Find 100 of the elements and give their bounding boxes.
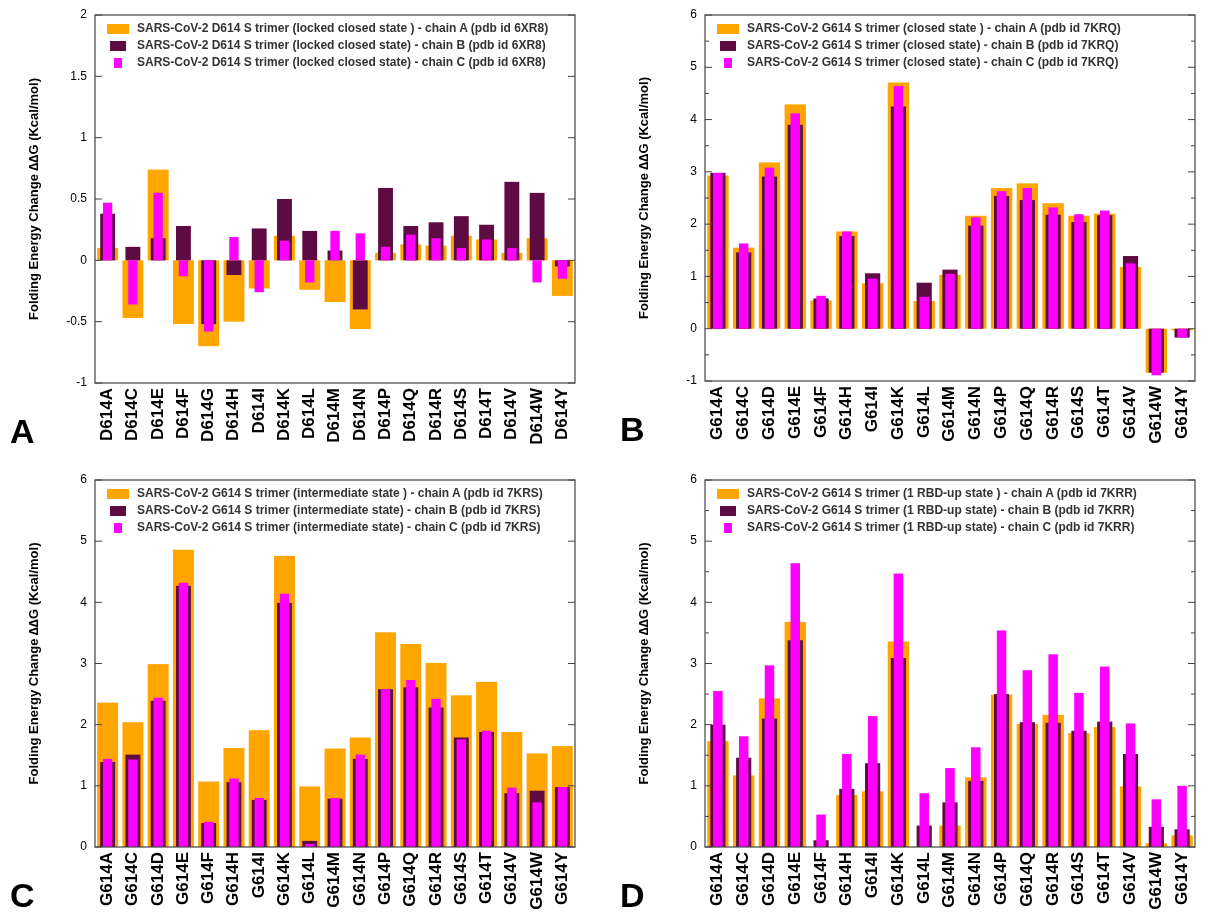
x-tick-label: D614P: [375, 388, 395, 440]
y-axis-title: Folding Energy Change ∆∆G (Kcal/mol): [26, 78, 42, 320]
x-tick-label: G614E: [784, 852, 804, 905]
x-tick-label: G614W: [1145, 851, 1165, 910]
y-tick-label: 6: [690, 7, 698, 22]
x-tick-label: G614K: [887, 385, 907, 440]
x-tick-label: G614H: [836, 852, 856, 906]
x-tick-label: G614A: [97, 852, 117, 906]
x-tick-label: G614S: [450, 852, 470, 905]
x-tick-label: D614L: [299, 388, 319, 440]
y-tick-label: -1: [76, 375, 88, 390]
y-tick-label: 5: [80, 533, 88, 548]
x-tick-label: G614Q: [400, 852, 420, 907]
x-tick-label: D614M: [324, 388, 344, 443]
x-tick-label: G614K: [887, 851, 907, 906]
x-tick-label: D614K: [273, 387, 293, 441]
x-tick-label: D614R: [425, 388, 445, 441]
x-tick-label: G614N: [965, 386, 985, 440]
x-tick-label: G614C: [122, 852, 142, 906]
x-tick-label: D614W: [526, 387, 546, 445]
x-tick-label: G614M: [324, 852, 344, 908]
y-tick-label: 4: [690, 111, 698, 126]
legend-label: SARS-CoV-2 G614 S trimer (intermediate state) - chain B (pdb id 7KRS): [137, 503, 541, 518]
x-tick-label: G614R: [1042, 852, 1062, 906]
y-tick-label: 5: [690, 533, 698, 548]
legend-label: SARS-CoV-2 G614 S trimer (intermediate state ) - chain A (pdb id 7KRS): [137, 486, 543, 501]
y-tick-label: 3: [80, 655, 88, 670]
x-tick-label: D614N: [349, 388, 369, 441]
y-tick-label: 6: [690, 472, 698, 487]
x-tick-label: G614V: [501, 851, 521, 905]
legend-label: SARS-CoV-2 G614 S trimer (closed state) - chain C (pdb id 7KRQ): [747, 55, 1119, 70]
y-tick-label: 1.5: [70, 68, 88, 83]
y-tick-label: 2: [690, 716, 698, 731]
x-tick-label: D614Q: [400, 388, 420, 442]
x-tick-label: G614P: [991, 386, 1011, 439]
legend-label: SARS-CoV-2 G614 S trimer (closed state ) - chain A (pdb id 7KRQ): [747, 21, 1121, 36]
x-tick-label: D614E: [147, 388, 167, 440]
x-tick-label: G614D: [147, 852, 167, 906]
x-tick-label: G614T: [1094, 385, 1114, 438]
text: D: [620, 876, 645, 914]
y-tick-label: 1: [690, 268, 698, 283]
x-tick-label: G614F: [810, 852, 830, 904]
x-tick-label: G614S: [1068, 386, 1088, 439]
x-tick-label: G614Y: [1171, 851, 1191, 905]
x-tick-label: G614L: [913, 852, 933, 904]
x-tick-label: G614A: [707, 386, 727, 440]
x-tick-label: G614C: [733, 386, 753, 440]
x-tick-label: G614H: [223, 852, 243, 906]
x-tick-label: G614T: [1094, 851, 1114, 904]
x-tick-label: G614E: [784, 386, 804, 439]
legend-label: SARS-CoV-2 D614 S trimer (locked closed state) - chain B (pdb id 6XR8): [137, 38, 546, 53]
y-tick-label: 5: [690, 59, 698, 74]
y-tick-label: -0.5: [66, 313, 88, 328]
x-tick-label: D614V: [501, 387, 521, 440]
legend-label: SARS-CoV-2 D614 S trimer (locked closed state) - chain C (pdb id 6XR8): [137, 55, 546, 70]
x-tick-label: G614I: [862, 386, 882, 433]
text: B: [620, 410, 645, 448]
legend-label: SARS-CoV-2 G614 S trimer (1 RBD-up state ) - chain A (pdb id 7KRR): [747, 486, 1137, 501]
text: C: [10, 876, 35, 914]
y-tick-label: 0: [690, 320, 698, 335]
x-tick-label: G614N: [349, 852, 369, 906]
x-tick-label: G614R: [1042, 386, 1062, 440]
x-tick-label: G614W: [1145, 385, 1165, 444]
y-axis-title: Folding Energy Change ∆∆G (Kcal/mol): [26, 542, 42, 785]
x-tick-label: G614D: [758, 852, 778, 906]
x-tick-label: D614F: [172, 388, 192, 440]
x-tick-label: G614V: [1120, 851, 1140, 905]
x-tick-label: G614A: [707, 852, 727, 906]
legend-label: SARS-CoV-2 G614 S trimer (intermediate state) - chain C (pdb id 7KRS): [137, 520, 541, 535]
y-tick-label: 4: [80, 594, 88, 609]
x-tick-label: D614C: [122, 388, 142, 441]
x-tick-label: G614P: [375, 852, 395, 905]
y-tick-label: 1: [80, 778, 88, 793]
x-tick-label: G614Y: [1171, 385, 1191, 439]
x-tick-label: D614Y: [551, 387, 571, 440]
x-tick-label: G614I: [248, 852, 268, 899]
x-tick-label: G614F: [810, 386, 830, 438]
x-tick-label: D614A: [97, 388, 117, 441]
x-tick-label: G614S: [1068, 852, 1088, 905]
x-tick-label: G614M: [939, 852, 959, 908]
x-tick-label: G614C: [733, 852, 753, 906]
y-tick-label: 0: [80, 839, 88, 854]
y-tick-label: 2: [690, 216, 698, 231]
y-tick-label: 3: [690, 655, 698, 670]
y-tick-label: 0: [80, 252, 88, 267]
x-tick-label: G614M: [939, 386, 959, 442]
x-tick-label: G614K: [273, 851, 293, 906]
x-tick-label: G614H: [836, 386, 856, 440]
x-tick-label: G614F: [198, 852, 218, 904]
y-tick-label: 0: [690, 839, 698, 854]
x-tick-label: G614P: [991, 852, 1011, 905]
y-tick-label: 1: [690, 778, 698, 793]
y-tick-label: 1: [80, 129, 88, 144]
legend-label: SARS-CoV-2 G614 S trimer (closed state) - chain B (pdb id 7KRQ): [747, 38, 1119, 53]
x-tick-label: G614D: [758, 386, 778, 440]
x-tick-label: G614I: [862, 852, 882, 899]
x-tick-label: G614Q: [1016, 852, 1036, 907]
y-tick-label: 2: [80, 7, 88, 22]
legend-label: SARS-CoV-2 D614 S trimer (locked closed state ) - chain A (pdb id 6XR8): [137, 21, 549, 36]
legend-label: SARS-CoV-2 G614 S trimer (1 RBD-up state) - chain C (pdb id 7KRR): [747, 520, 1135, 535]
